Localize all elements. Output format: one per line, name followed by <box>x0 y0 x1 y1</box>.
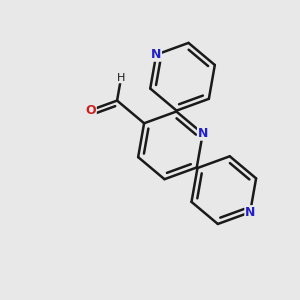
Text: O: O <box>85 103 96 117</box>
Text: N: N <box>197 127 208 140</box>
Text: N: N <box>151 48 161 61</box>
Text: N: N <box>245 206 255 219</box>
Text: H: H <box>117 73 125 83</box>
